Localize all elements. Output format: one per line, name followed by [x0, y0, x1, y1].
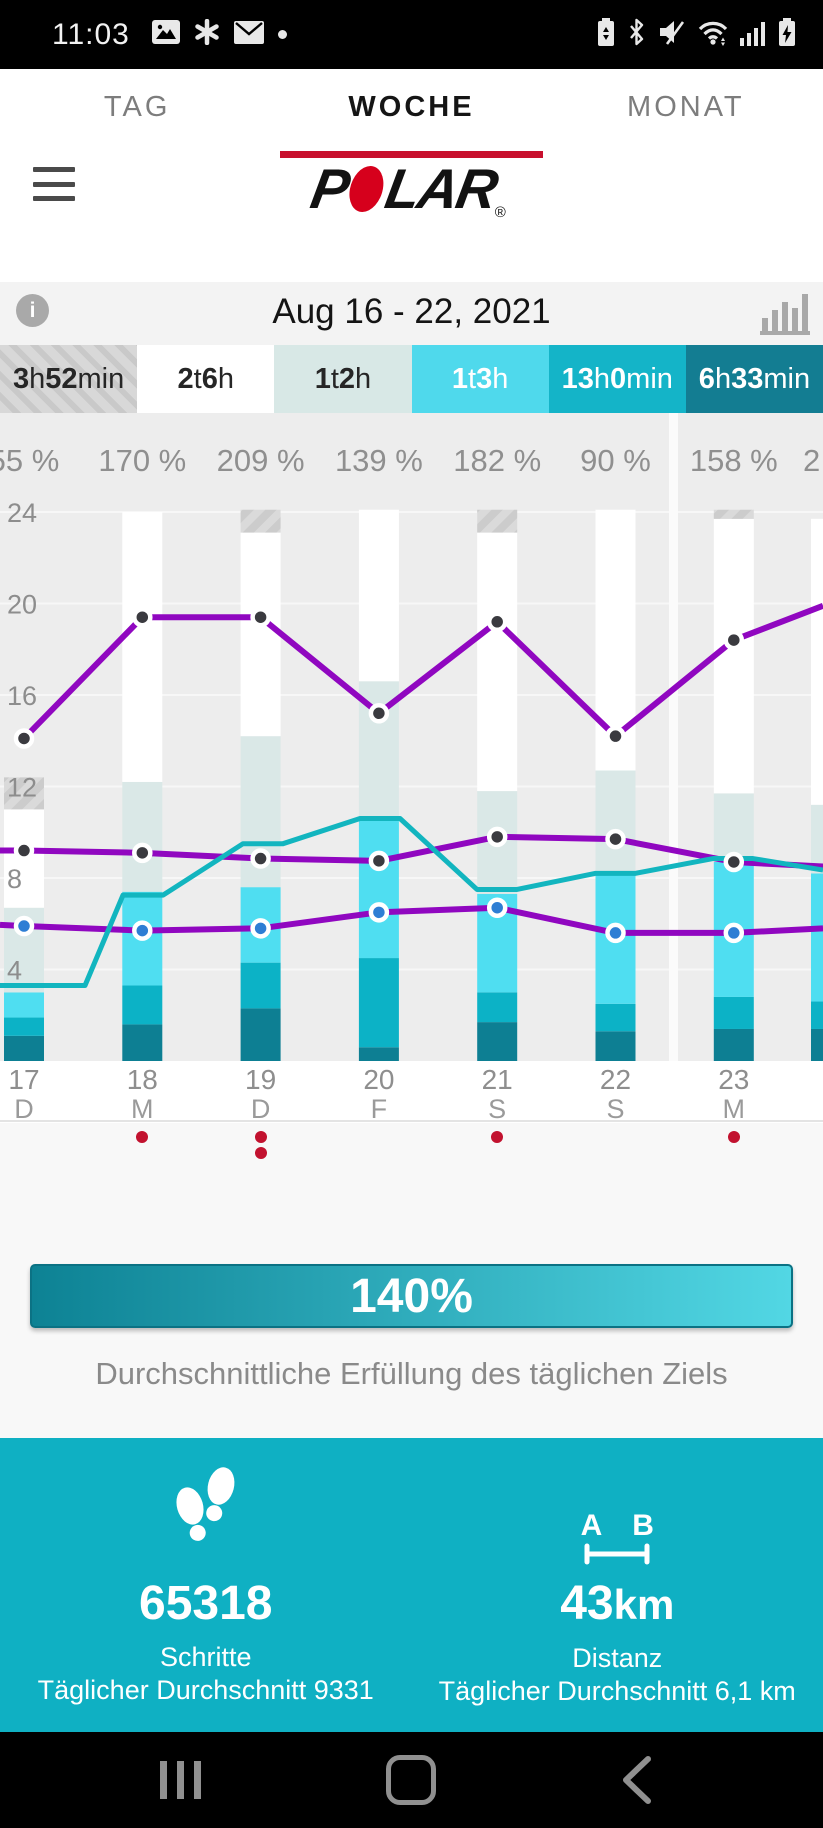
distance-stat: A B 43km Distanz Täglicher Durchschnitt … [412, 1438, 823, 1732]
day-label-19[interactable]: 19 D [245, 1064, 277, 1124]
line-purple-upper [21, 602, 823, 741]
bar-chart-icon[interactable] [760, 292, 810, 341]
day-label-18[interactable]: 18 M [126, 1064, 158, 1124]
distance-line-icon [584, 1543, 650, 1565]
goal-progress-value: 140% [350, 1269, 473, 1323]
svg-text:182 %: 182 % [453, 443, 541, 478]
training-session-dot [254, 1147, 267, 1159]
svg-text:2: 2 [803, 443, 820, 478]
tab-woche[interactable]: WOCHE [274, 69, 548, 161]
logo-letter-p: P [306, 156, 354, 220]
distance-unit: km [613, 1581, 675, 1628]
date-bar [0, 282, 823, 345]
distance-value: 43km [560, 1577, 675, 1630]
weekly-activity-chart[interactable]: 55 % 170 % 209 % 139 % 182 % 90 % 158 % 2 24 20 16… [0, 413, 823, 1061]
menu-button[interactable] [33, 167, 75, 201]
week-separator [669, 413, 678, 1061]
day-label-21[interactable]: 21 S [481, 1064, 513, 1124]
android-nav-bar [0, 1732, 823, 1828]
active-tab-underline [280, 151, 543, 158]
svg-text:139 %: 139 % [335, 443, 423, 478]
svg-text:8: 8 [7, 864, 22, 894]
svg-text:158 %: 158 % [690, 443, 778, 478]
home-icon [386, 1755, 436, 1805]
training-session-dot [136, 1131, 149, 1143]
svg-text:55 %: 55 % [0, 443, 59, 478]
tabs: TAG WOCHE MONAT [0, 69, 823, 161]
battery-charging-icon [777, 17, 797, 52]
day-label-22[interactable]: 22 S [599, 1064, 632, 1124]
day-label-17[interactable]: 17 D [8, 1064, 40, 1124]
distance-label: Distanz [572, 1643, 663, 1673]
steps-average: Täglicher Durchschnitt 9331 [37, 1675, 374, 1705]
logo-red-oval [346, 165, 388, 211]
goal-progress-bar: 140% [30, 1264, 793, 1328]
svg-text:209 %: 209 % [217, 443, 305, 478]
svg-text:16: 16 [7, 681, 37, 711]
zone-chip-0[interactable]: 3 h 52 min [0, 345, 138, 413]
distance-average: Täglicher Durchschnitt 6,1 km [438, 1676, 796, 1706]
status-bar: 11:03 [0, 0, 823, 69]
svg-text:4: 4 [7, 956, 22, 986]
logo-letters-lar: LAR [381, 156, 502, 220]
email-icon [233, 20, 264, 49]
app-header: P LAR ® TAG WOCHE MONAT [0, 69, 823, 282]
polar-logo: P LAR ® [0, 153, 823, 223]
activity-zone-chips: 3 h 52 min 2 t 6 h 1 t 2 h 1 t 3 h 13 h 0 min 6 h 33 min [0, 345, 823, 413]
marker-b-label: B [632, 1509, 654, 1542]
steps-stat: 65318 Schritte Täglicher Durchschnitt 93… [0, 1438, 412, 1732]
footer-stats: 65318 Schritte Täglicher Durchschnitt 93… [0, 1438, 823, 1732]
notification-dot [277, 30, 287, 39]
zone-chip-5[interactable]: 6 h 33 min [685, 345, 823, 413]
distance-ab-icon: A B [579, 1509, 655, 1570]
registered-mark: ® [495, 203, 507, 221]
steps-label: Schritte [159, 1642, 252, 1672]
training-session-dot [727, 1131, 740, 1143]
day-label-20[interactable]: 20 F [363, 1064, 395, 1124]
day-label-23[interactable]: 23 M [718, 1064, 750, 1124]
training-session-dot [491, 1131, 504, 1143]
svg-text:170 %: 170 % [98, 443, 186, 478]
recents-button[interactable] [125, 1732, 235, 1828]
svg-text:12: 12 [7, 773, 37, 803]
week-range-title: Aug 16 - 22, 2021 [272, 292, 551, 331]
info-icon[interactable]: i [16, 294, 49, 327]
footprints-icon [158, 1438, 254, 1570]
back-button[interactable] [582, 1732, 692, 1828]
training-session-dot [254, 1131, 267, 1143]
steps-value: 65318 [139, 1577, 273, 1630]
tab-tag[interactable]: TAG [103, 91, 171, 123]
signal-strength-icon [740, 19, 766, 51]
marker-a-label: A [580, 1509, 603, 1542]
bluetooth-icon [627, 17, 647, 52]
wifi-icon [697, 17, 729, 52]
gallery-icon [151, 20, 180, 49]
svg-text:90 %: 90 % [580, 443, 651, 478]
zone-chip-4[interactable]: 13 h 0 min [548, 345, 686, 413]
recents-icon [159, 1761, 201, 1799]
goal-progress-caption: Durchschnittliche Erfüllung des tägliche… [95, 1356, 728, 1391]
home-button[interactable] [356, 1732, 466, 1828]
battery-saver-icon [596, 17, 616, 52]
status-time: 11:03 [52, 17, 130, 51]
line-teal [0, 816, 823, 989]
volume-muted-icon [658, 18, 686, 51]
app-asterisk-icon [194, 18, 220, 50]
svg-text:20: 20 [7, 590, 37, 620]
chart-x-axis: 17 D 18 M 19 D 20 F 21 S 22 S 23 M [0, 1061, 823, 1124]
tab-monat[interactable]: MONAT [627, 91, 745, 123]
back-chevron-icon [623, 1756, 651, 1804]
svg-text:24: 24 [7, 498, 37, 528]
